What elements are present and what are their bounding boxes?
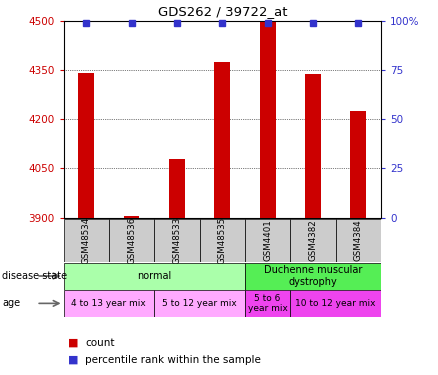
Bar (64, 262, 245, 290)
Text: normal: normal (137, 271, 171, 281)
Bar (290, 290, 381, 317)
Bar (78, 73, 94, 217)
Bar (245, 262, 381, 290)
Text: GSM4401: GSM4401 (263, 219, 272, 261)
Text: disease state: disease state (2, 271, 67, 281)
Text: 5 to 6
year mix: 5 to 6 year mix (248, 294, 288, 313)
Text: 5 to 12 year mix: 5 to 12 year mix (162, 299, 237, 308)
Title: GDS262 / 39722_at: GDS262 / 39722_at (158, 5, 287, 18)
Text: GSM48534: GSM48534 (82, 217, 91, 264)
Text: GSM4384: GSM4384 (354, 219, 363, 261)
Bar (245, 219, 290, 262)
Bar (350, 111, 366, 218)
Bar (169, 159, 185, 218)
Bar (336, 219, 381, 262)
Bar (64, 290, 154, 317)
Text: 4 to 13 year mix: 4 to 13 year mix (71, 299, 146, 308)
Bar (124, 216, 139, 217)
Text: GSM4382: GSM4382 (308, 219, 318, 261)
Text: Duchenne muscular
dystrophy: Duchenne muscular dystrophy (264, 265, 362, 287)
Text: 10 to 12 year mix: 10 to 12 year mix (296, 299, 376, 308)
Text: GSM48535: GSM48535 (218, 217, 227, 264)
Bar (214, 62, 230, 217)
Text: ■: ■ (68, 338, 78, 348)
Text: ■: ■ (68, 355, 78, 365)
Bar (290, 219, 336, 262)
Bar (154, 290, 245, 317)
Bar (109, 219, 154, 262)
Bar (245, 290, 290, 317)
Text: percentile rank within the sample: percentile rank within the sample (85, 355, 261, 365)
Bar (305, 74, 321, 217)
Bar (260, 22, 276, 217)
Text: count: count (85, 338, 115, 348)
Bar (64, 219, 109, 262)
Text: GSM48533: GSM48533 (173, 217, 181, 264)
Text: GSM48536: GSM48536 (127, 217, 136, 264)
Bar (200, 219, 245, 262)
Text: age: age (2, 298, 20, 308)
Bar (154, 219, 200, 262)
